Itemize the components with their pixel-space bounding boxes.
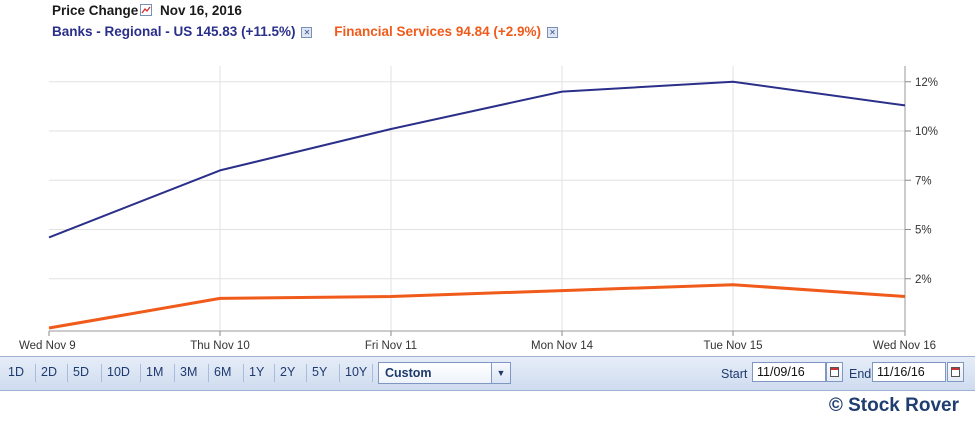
toolbar-separator [306,364,307,382]
toolbar-separator [339,364,340,382]
range-button-5d[interactable]: 5D [73,365,89,379]
toolbar-separator [35,364,36,382]
end-calendar-icon[interactable] [947,362,964,382]
y-tick-label: 12% [915,77,938,89]
range-button-5y[interactable]: 5Y [312,365,328,379]
start-calendar-icon[interactable] [826,362,843,382]
toolbar-separator [243,364,244,382]
remove-banks-regional-icon[interactable]: ✕ [301,27,313,38]
range-button-2y[interactable]: 2Y [280,365,296,379]
range-button-1d[interactable]: 1D [8,365,24,379]
chevron-down-icon[interactable]: ▼ [491,363,510,383]
range-button-1y[interactable]: 1Y [249,365,265,379]
x-tick-label: Thu Nov 10 [190,340,249,352]
toolbar-separator [174,364,175,382]
chart-type-icon[interactable] [140,4,153,16]
toolbar-separator [372,364,373,382]
range-button-10y[interactable]: 10Y [345,365,368,379]
range-button-6m[interactable]: 6M [214,365,232,379]
stock-rover-logo: © Stock Rover [828,395,959,416]
toolbar-separator [274,364,275,382]
period-select-value: Custom [385,366,432,380]
chart-title: Price Change [52,3,139,18]
range-button-1m[interactable]: 1M [146,365,164,379]
toolbar-separator [67,364,68,382]
range-button-10d[interactable]: 10D [107,365,130,379]
y-tick-label: 5% [915,225,932,237]
range-toolbar: 1D 2D 5D 10D 1M 3M 6M 1Y 2Y 5Y 10Y Custom ▼ Start … [0,356,975,391]
chart-date: Nov 16, 2016 [160,3,242,18]
x-tick-label: Wed Nov 9 [19,340,76,352]
legend-item-banks-regional: Banks - Regional - US 145.83 (+11.5%) [52,24,296,39]
end-date-input[interactable]: 11/16/16 [872,362,946,382]
series-line-banks-regional-us [48,80,906,239]
toolbar-separator [208,364,209,382]
range-button-2d[interactable]: 2D [41,365,57,379]
line-chart: 12% 10% 7% 5% 2% Wed Nov 9 Thu Nov 10 Fri Nov 1… [19,66,938,352]
toolbar-separator [140,364,141,382]
series-line-financial-services [48,283,906,330]
toolbar-separator [101,364,102,382]
y-tick-label: 7% [915,175,932,187]
x-tick-label: Tue Nov 15 [703,340,762,352]
legend: Banks - Regional - US 145.83 (+11.5%) ✕ F… [52,24,558,39]
period-select[interactable]: Custom ▼ [378,362,511,384]
start-date-label: Start [721,367,748,381]
legend-item-financial-services: Financial Services 94.84 (+2.9%) [334,24,541,39]
y-tick-label: 2% [915,274,932,286]
y-tick-label: 10% [915,126,938,138]
x-tick-label: Fri Nov 11 [365,340,417,352]
x-tick-label: Wed Nov 16 [873,340,936,352]
remove-financial-services-icon[interactable]: ✕ [547,27,558,38]
end-date-label: End [849,367,872,381]
start-date-input[interactable]: 11/09/16 [752,362,826,382]
chart-header: Price Change Nov 16, 2016 [52,3,242,18]
x-tick-label: Mon Nov 14 [531,340,594,352]
range-button-3m[interactable]: 3M [180,365,198,379]
